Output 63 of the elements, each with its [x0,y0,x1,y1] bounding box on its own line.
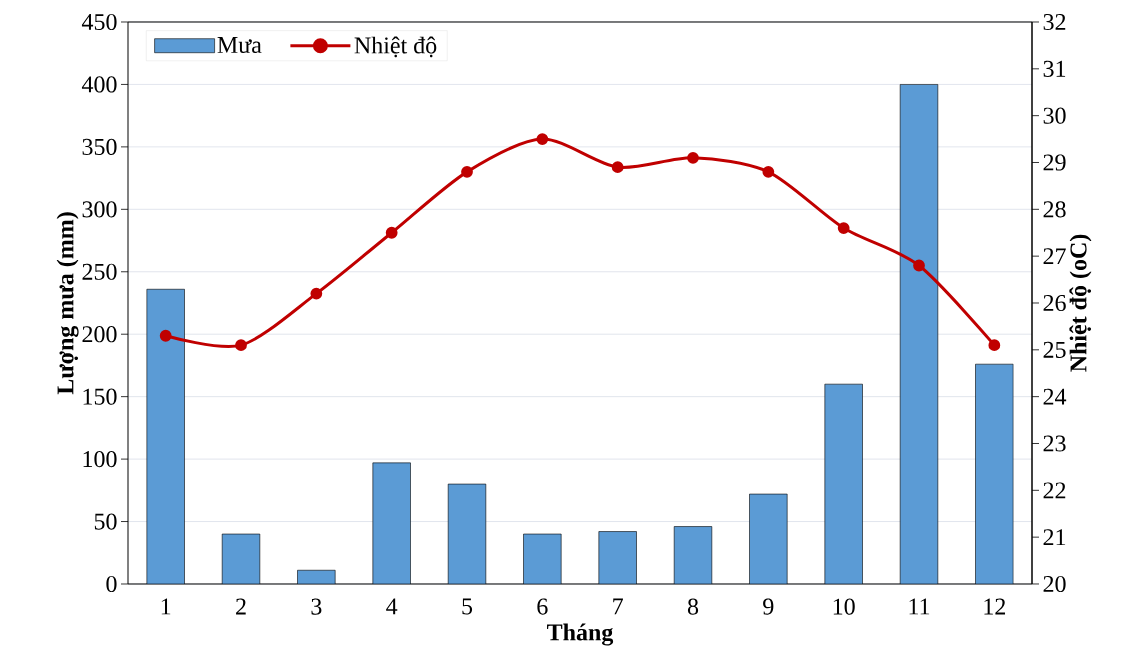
y2-tick-label: 23 [1043,435,1066,452]
bar [447,483,487,584]
y-tick-label: 100 [83,451,117,468]
bar [749,493,788,584]
bar [673,526,713,584]
bar [824,383,863,584]
y2-tick-label: 29 [1043,154,1066,171]
x-tick-label: 3 [311,598,322,615]
legend-label: Mưa [217,37,262,54]
y2-tick-label: 32 [1043,13,1066,31]
point [235,339,247,352]
y2-tick-label: 21 [1043,529,1066,546]
bar [372,462,411,584]
bar [146,288,185,584]
x-tick-label: 6 [537,598,548,615]
y2-tick-label: 28 [1043,201,1066,218]
x-tick-label: 10 [833,598,855,615]
y-tick-label: 400 [81,76,117,93]
x-tick-label: 11 [909,598,930,615]
bar [598,531,637,584]
y2-tick-label: 25 [1043,341,1066,358]
y2-tick-label: 31 [1043,60,1066,77]
y-tick-label: 450 [81,13,117,31]
point [687,151,699,164]
x-tick-label: 1 [161,598,171,615]
point [385,226,398,239]
y2-tick-label: 20 [1043,575,1066,593]
x-axis-title: Tháng [547,623,614,646]
point [988,339,1001,352]
y-tick-label: 250 [82,263,117,280]
x-tick-label: 7 [613,598,623,615]
point [762,165,775,178]
point [159,329,172,342]
point [536,133,549,145]
y-tick-label: 50 [94,513,117,530]
y2-tick-label: 26 [1043,294,1066,312]
point [913,259,925,272]
point [611,161,624,174]
y-tick-label: 150 [83,388,117,405]
point [461,165,473,178]
y2-tick-label: 24 [1043,388,1067,405]
point [310,287,323,300]
x-tick-label: 4 [386,598,398,615]
y2-tick-label: 22 [1043,482,1066,499]
x-tick-label: 8 [687,598,699,615]
point [837,222,850,234]
y2-tick-label: 30 [1043,107,1066,124]
y2-axis-title: Nhiệt độ (oC) [1069,234,1092,372]
bar [899,84,939,584]
y-tick-label: 0 [106,575,117,593]
bar [975,363,1014,584]
y-tick-label: 300 [82,201,117,218]
y-tick-label: 200 [82,326,117,343]
legend-label: Nhiệt độ [354,36,437,58]
y-axis-title: Lượng mưa (mm) [56,212,79,395]
bar [221,533,261,584]
y-tick-label: 350 [82,138,117,155]
bar [523,533,562,584]
x-tick-label: 12 [984,598,1006,615]
y2-tick-label: 27 [1043,248,1066,265]
x-tick-label: 9 [763,598,774,615]
x-tick-label: 2 [236,598,246,615]
x-tick-label: 5 [462,598,473,615]
